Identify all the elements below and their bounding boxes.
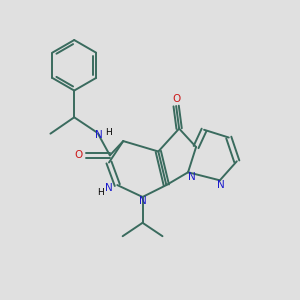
Text: H: H <box>98 188 104 197</box>
Text: N: N <box>104 183 112 193</box>
Text: O: O <box>74 150 82 160</box>
Text: N: N <box>95 130 103 140</box>
Text: O: O <box>172 94 180 104</box>
Text: N: N <box>139 196 146 206</box>
Text: N: N <box>217 180 225 190</box>
Text: H: H <box>105 128 112 137</box>
Text: N: N <box>188 172 196 182</box>
